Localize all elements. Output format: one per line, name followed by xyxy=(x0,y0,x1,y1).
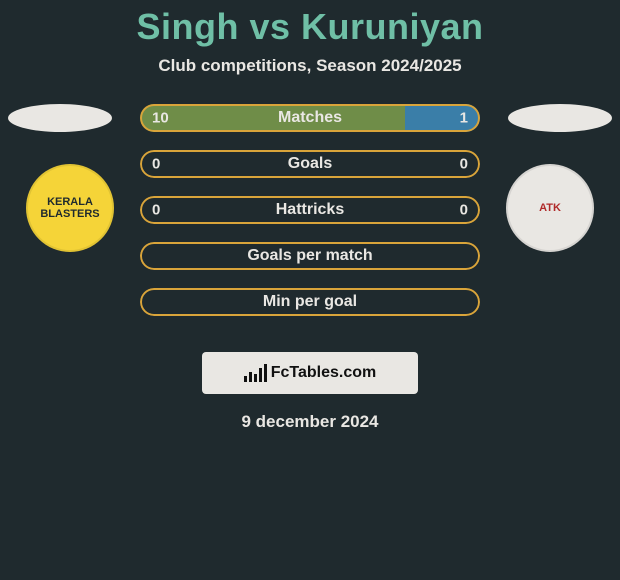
stat-bar-fill-left xyxy=(140,104,405,132)
stage: KERALA BLASTERS ATK Matches101Goals00Hat… xyxy=(0,104,620,334)
stat-bar-value-left: 0 xyxy=(152,202,160,219)
comparison-bars: Matches 10 1 Goals 0 0 Hattricks 0 0 Goals per ma… xyxy=(140,104,480,334)
stat-bar-value-left: 0 xyxy=(152,156,160,173)
stat-bar: Matches 10 1 xyxy=(140,104,480,132)
page-title: Singh vs Kuruniyan xyxy=(0,0,620,48)
team-badge-right-label: ATK xyxy=(531,202,569,214)
shadow-ellipse-right xyxy=(508,104,612,132)
stat-bar-label: Hattricks xyxy=(276,201,344,219)
stat-bar-label: Goals xyxy=(288,155,332,173)
stat-bar-label: Matches xyxy=(278,109,342,127)
stat-bar-value-left: 10 xyxy=(152,110,169,127)
stat-bar-fill-right xyxy=(405,104,480,132)
team-badge-right: ATK xyxy=(506,164,594,252)
stat-bar-value-right: 0 xyxy=(460,202,468,219)
stat-bar: Goals per match xyxy=(140,242,480,270)
stat-bar: Hattricks 0 0 xyxy=(140,196,480,224)
team-badge-left-label: KERALA BLASTERS xyxy=(26,196,114,220)
stat-bar-value-right: 0 xyxy=(460,156,468,173)
shadow-ellipse-left xyxy=(8,104,112,132)
stat-bar-label: Goals per match xyxy=(247,247,372,265)
brand-badge: FcTables.com xyxy=(202,352,418,394)
team-badge-left: KERALA BLASTERS xyxy=(26,164,114,252)
brand-text: FcTables.com xyxy=(271,364,377,382)
page-subtitle: Club competitions, Season 2024/2025 xyxy=(0,56,620,76)
stat-bar-value-right: 1 xyxy=(460,110,468,127)
stat-bar-label: Min per goal xyxy=(263,293,357,311)
comparison-infographic: Singh vs Kuruniyan Club competitions, Se… xyxy=(0,0,620,580)
footer-date: 9 december 2024 xyxy=(0,412,620,432)
stat-bar: Min per goal xyxy=(140,288,480,316)
bar-chart-icon xyxy=(244,364,267,382)
stat-bar: Goals 0 0 xyxy=(140,150,480,178)
